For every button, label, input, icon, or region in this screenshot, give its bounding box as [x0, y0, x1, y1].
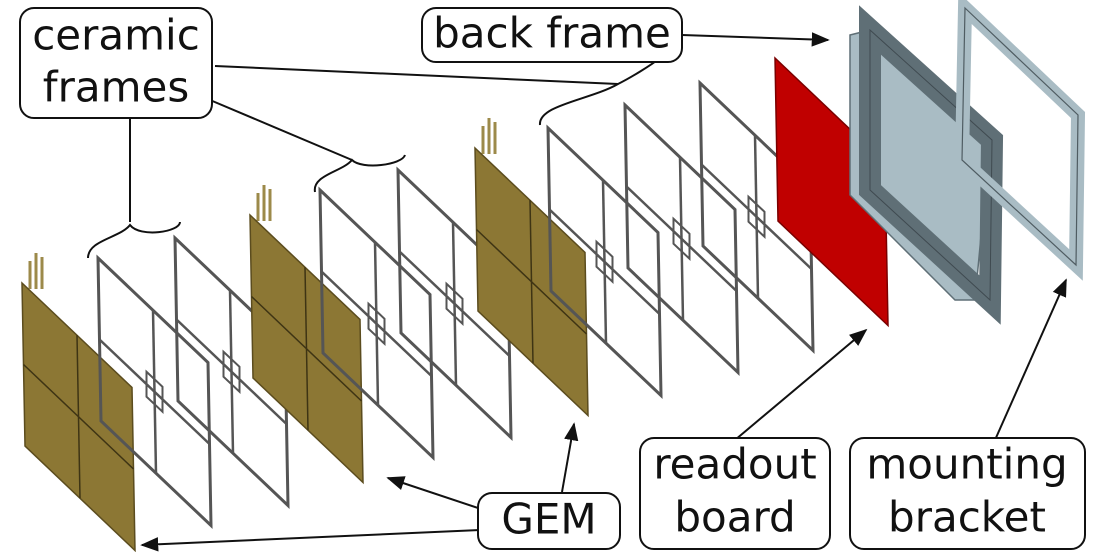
label: readout: [653, 440, 816, 489]
arrow: [561, 422, 579, 493]
frame-rib: [548, 208, 661, 315]
label-box: [19, 7, 213, 119]
frame-rib: [625, 185, 738, 292]
readout-board: [774, 56, 889, 328]
label-box: [639, 437, 831, 550]
gem-seam: [22, 363, 135, 470]
label: frames: [43, 63, 189, 112]
ceramic-frame: [318, 186, 435, 462]
arrow: [734, 328, 868, 441]
frame-rib: [98, 338, 211, 445]
frame-rib: [398, 250, 511, 357]
frame-center: [367, 301, 386, 347]
frame-rib: [700, 163, 813, 270]
ceramic-frame: [546, 124, 663, 400]
label: board: [674, 493, 795, 542]
labels: ceramic frames back frame GEM readout bo…: [19, 7, 1086, 550]
gem-seam: [475, 228, 588, 335]
brace: [538, 57, 661, 126]
ceramic-frame: [698, 79, 815, 355]
leader-lines: [87, 32, 1067, 552]
frame-center: [222, 349, 241, 395]
frame-center: [747, 194, 766, 240]
frame-rib: [175, 318, 288, 425]
label: ceramic: [32, 11, 200, 60]
label: bracket: [888, 493, 1046, 542]
label-box: [477, 492, 621, 550]
exploded-parts: [21, 0, 1086, 552]
label-box: [849, 437, 1086, 550]
arrow: [386, 476, 491, 513]
arrow: [681, 32, 830, 47]
leader: [209, 99, 353, 161]
ceramic-frame: [96, 254, 213, 530]
label: mounting: [866, 440, 1067, 489]
label: GEM: [501, 495, 596, 544]
ceramic-frame: [173, 234, 290, 510]
frame-center: [445, 281, 464, 327]
arrow: [140, 529, 481, 552]
frame-center: [145, 369, 164, 415]
ceramic-frame: [623, 101, 740, 377]
frame-center: [595, 239, 614, 285]
brace: [87, 221, 181, 259]
arrow: [994, 278, 1067, 441]
leader: [214, 65, 619, 85]
label: back frame: [433, 9, 671, 58]
frame-center: [672, 216, 691, 262]
bracket-edge: [961, 6, 1079, 267]
brace: [313, 154, 406, 193]
back-frame-edge: [869, 28, 993, 302]
label-box: [421, 7, 683, 63]
gem-seam: [250, 295, 363, 402]
ceramic-frame: [396, 166, 513, 442]
frame-rib: [320, 270, 433, 377]
